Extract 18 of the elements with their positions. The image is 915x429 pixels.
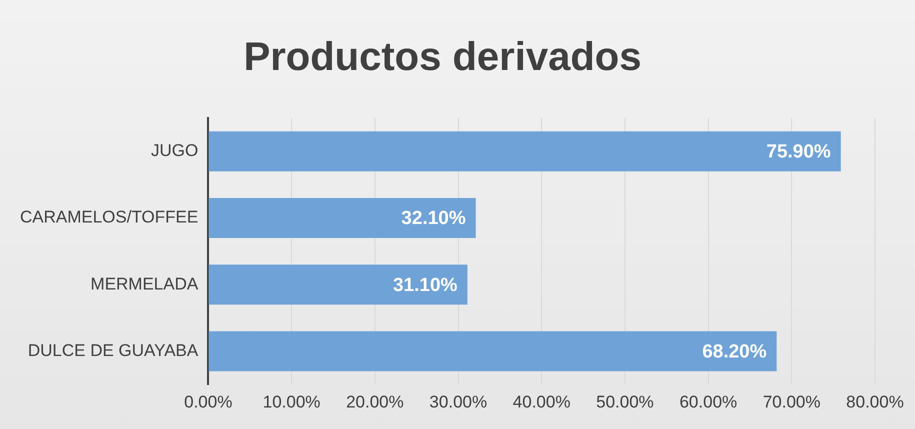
x-tick-label: 60.00% <box>679 392 738 412</box>
x-tick-label: 30.00% <box>429 392 488 412</box>
chart-title: Productos derivados <box>244 35 642 80</box>
x-tick-label: 80.00% <box>846 392 904 412</box>
x-tick-label: 10.00% <box>262 392 320 412</box>
x-tick-label: 50.00% <box>596 392 654 412</box>
data-label: 32.10% <box>401 208 466 230</box>
x-tick-label: 40.00% <box>512 392 570 412</box>
x-tick-label: 20.00% <box>346 392 404 412</box>
y-tick-label: DULCE DE GUAYABA <box>28 340 199 360</box>
y-tick-label: CARAMELOS/TOFFEE <box>20 208 198 227</box>
x-tick-label: 0.00% <box>184 392 232 412</box>
y-tick-label: MERMELADA <box>90 274 199 294</box>
data-label: 75.90% <box>766 142 831 163</box>
data-label: 31.10% <box>392 274 458 296</box>
data-label: 68.20% <box>702 342 767 363</box>
y-tick-label: JUGO <box>150 141 198 160</box>
x-tick-label: 70.00% <box>762 392 820 412</box>
